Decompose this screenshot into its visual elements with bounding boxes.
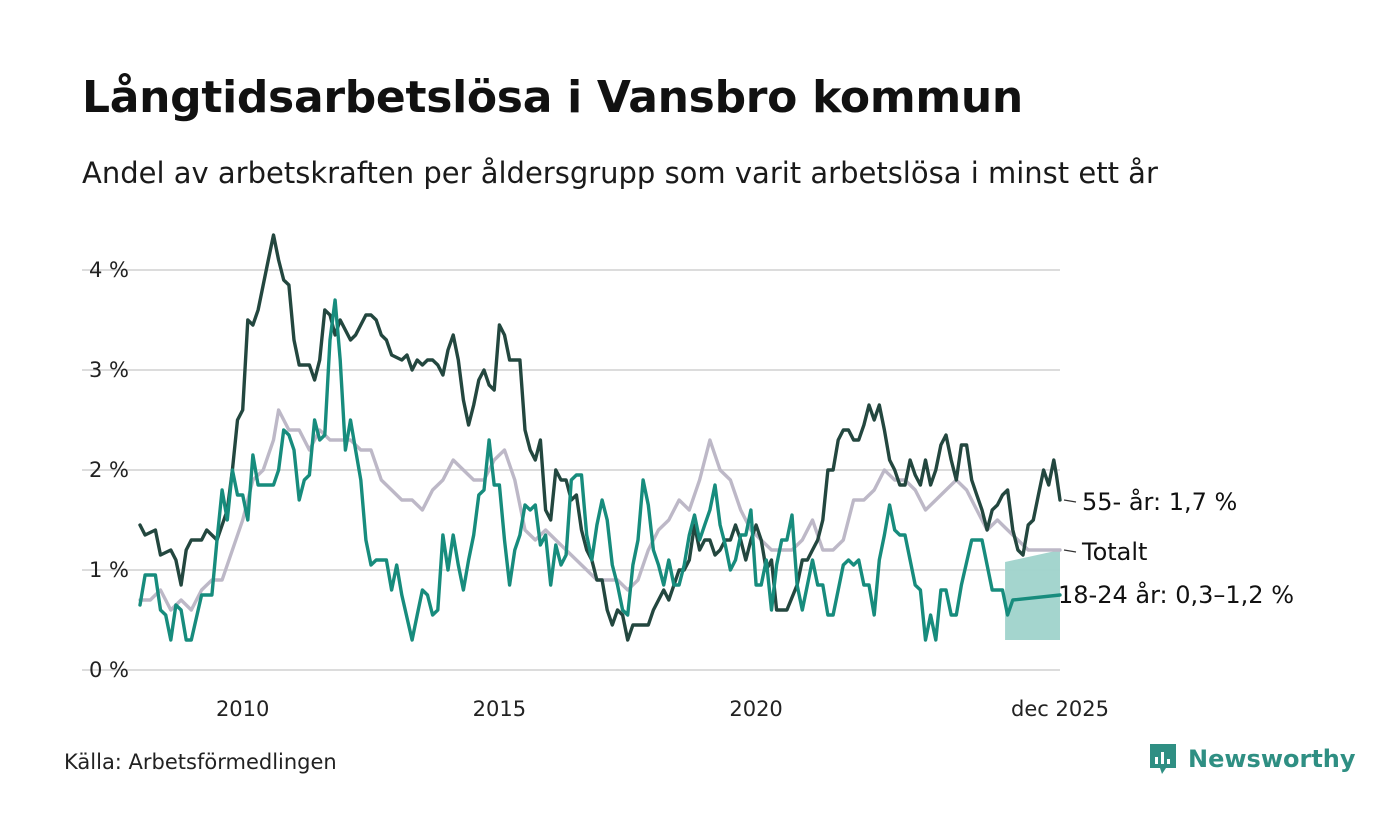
end-label-connector: [1063, 499, 1077, 503]
y-tick-label: 4 %: [89, 258, 129, 282]
y-axis-ticks: 0 % 1 % 2 % 3 % 4 %: [89, 258, 129, 682]
chart-title: Långtidsarbetslösa i Vansbro kommun: [82, 72, 1023, 123]
source-note: Källa: Arbetsförmedlingen: [64, 750, 337, 774]
x-tick-label: 2020: [729, 697, 782, 721]
brand-name: Newsworthy: [1188, 745, 1356, 773]
chart-subtitle: Andel av arbetskraften per åldersgrupp s…: [82, 156, 1158, 190]
brand-logo: Newsworthy: [1148, 742, 1356, 776]
series-end-label: 55- år: 1,7 %: [1082, 487, 1237, 516]
series-line-18-24-r: [138, 298, 1062, 642]
x-tick-label: dec 2025: [1011, 697, 1109, 721]
uncertainty-band-layer: [1005, 550, 1060, 640]
x-tick-label: 2010: [216, 697, 269, 721]
x-axis-ticks: 2010 2015 2020 dec 2025: [216, 697, 1109, 721]
end-label-connector: [1063, 549, 1077, 553]
uncertainty-band-18-24: [1005, 550, 1060, 640]
y-tick-label: 3 %: [89, 358, 129, 382]
y-tick-label: 1 %: [89, 558, 129, 582]
newsworthy-logo-icon: [1150, 744, 1176, 774]
series-end-label: Totalt: [1081, 538, 1147, 566]
y-tick-label: 0 %: [89, 658, 129, 682]
y-tick-label: 2 %: [89, 458, 129, 482]
line-chart: 0 % 1 % 2 % 3 % 4 % 2010 2015 2020 dec 2025 Tot…: [82, 233, 1294, 721]
end-labels: Totalt 55- år: 1,7 % 18-24 år: 0,3–1,2 %: [1058, 487, 1294, 609]
series-line-55-r: [138, 233, 1062, 642]
series-end-label: 18-24 år: 0,3–1,2 %: [1058, 580, 1294, 609]
x-tick-label: 2015: [473, 697, 526, 721]
series-layer: [138, 233, 1062, 642]
